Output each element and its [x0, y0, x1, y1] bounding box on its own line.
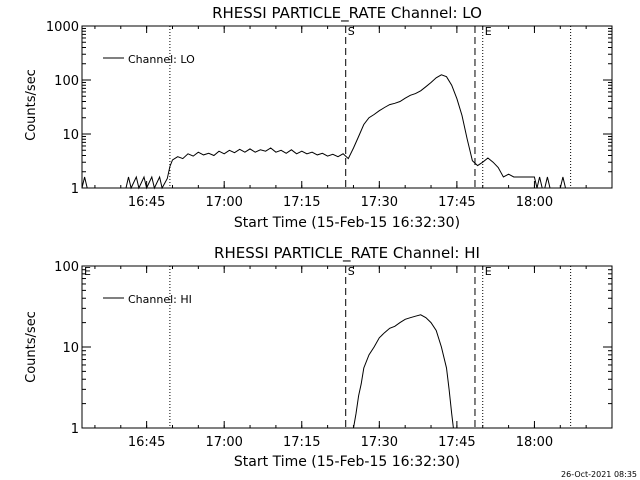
y-tick-label: 10 — [62, 341, 79, 356]
y-tick-label: 10 — [62, 128, 79, 143]
y-tick-label: 1 — [71, 182, 79, 197]
y-axis-label: Counts/sec — [24, 311, 39, 383]
x-tick-label: 16:45 — [128, 435, 165, 450]
x-ticks: 16:45 17:00 17:15 17:30 17:45 18:00 — [94, 26, 613, 210]
x-tick-label: 17:45 — [438, 195, 475, 210]
marker-label: E — [485, 265, 492, 278]
x-tick-label: 18:00 — [516, 195, 553, 210]
x-tick-label: 17:30 — [361, 435, 398, 450]
chart-panel-hi: RHESSI PARTICLE_RATE Channel: HI Counts/… — [24, 244, 613, 470]
y-tick-label: 100 — [54, 260, 79, 275]
x-tick-label: 17:45 — [438, 435, 475, 450]
marker-label: E — [485, 25, 492, 38]
legend-label: Channel: HI — [128, 293, 192, 306]
y-axis-label: Counts/sec — [24, 69, 39, 141]
marker-label: S — [348, 25, 355, 38]
legend-label: Channel: LO — [128, 53, 195, 66]
generation-timestamp: 26-Oct-2021 08:35 — [561, 470, 637, 479]
chart-panel-lo: RHESSI PARTICLE_RATE Channel: LO Counts/… — [24, 4, 613, 231]
x-axis-label: Start Time (15-Feb-15 16:32:30) — [234, 454, 460, 470]
x-tick-label: 17:15 — [283, 435, 320, 450]
plot-frame — [81, 25, 613, 189]
legend: Channel: HI — [103, 293, 192, 306]
legend: Channel: LO — [103, 53, 195, 66]
marker-label: E — [84, 265, 91, 278]
x-tick-label: 17:15 — [283, 195, 320, 210]
x-tick-label: 18:00 — [516, 435, 553, 450]
x-tick-label: 17:30 — [361, 195, 398, 210]
y-tick-label: 1 — [71, 422, 79, 437]
marker-label: S — [348, 265, 355, 278]
series-line-lo — [81, 74, 566, 190]
y-ticks: 1 10 100 — [54, 260, 612, 437]
x-axis-label: Start Time (15-Feb-15 16:32:30) — [234, 215, 460, 231]
x-tick-label: 16:45 — [128, 195, 165, 210]
x-tick-label: 17:00 — [205, 435, 242, 450]
chart-title: RHESSI PARTICLE_RATE Channel: HI — [214, 244, 480, 263]
series-line-hi — [353, 314, 454, 429]
y-tick-label: 100 — [54, 74, 79, 89]
y-ticks: 1 10 100 1000 — [46, 20, 612, 197]
x-ticks: 16:45 17:00 17:15 17:30 17:45 18:00 — [94, 266, 613, 450]
chart-title: RHESSI PARTICLE_RATE Channel: LO — [212, 4, 482, 23]
x-tick-label: 17:00 — [205, 195, 242, 210]
y-tick-label: 1000 — [46, 20, 79, 35]
